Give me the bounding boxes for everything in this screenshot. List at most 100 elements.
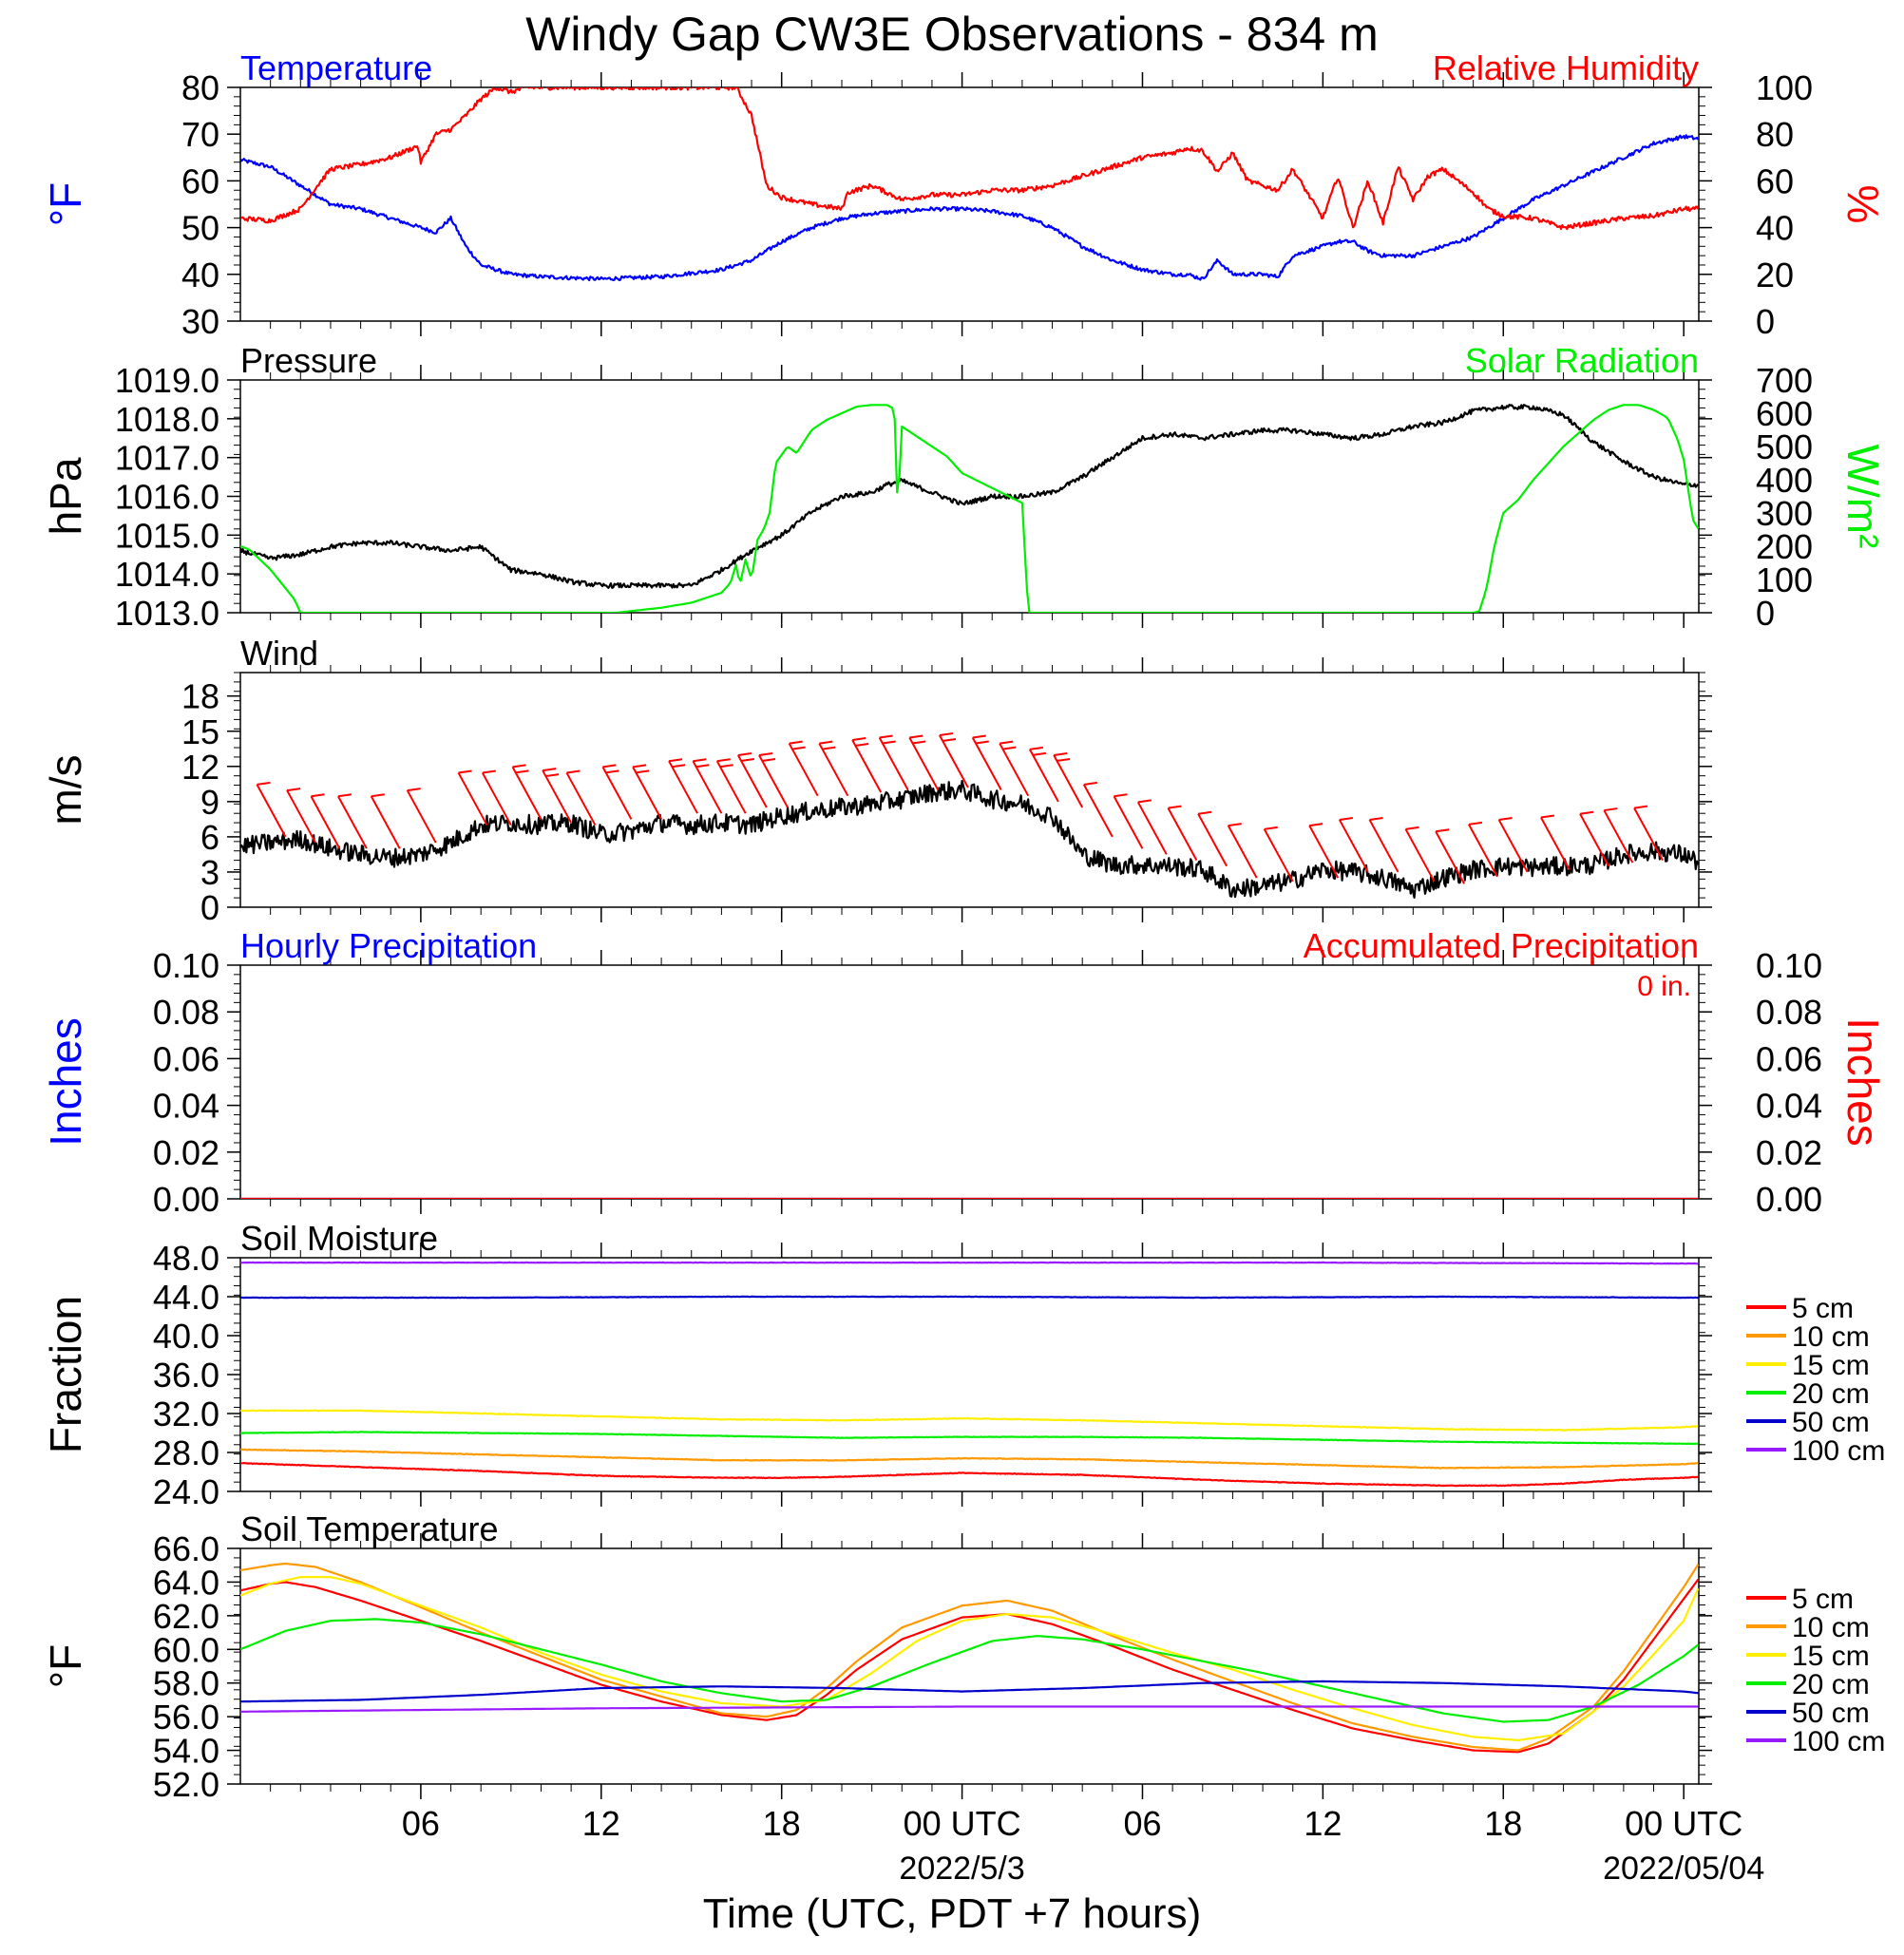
wind-barb-flag [758,752,773,757]
series-line-temperature [240,134,1699,282]
legend-label: 15 cm [1792,1641,1870,1672]
y-tick-label-right: 300 [1756,494,1813,533]
wind-barb [1338,819,1369,873]
y-tick-label-right: 60 [1756,161,1794,200]
x-tick-label: 00 UTC [1625,1804,1742,1843]
panel-title-right: Relative Humidity [1433,48,1699,87]
y-tick-label-right: 0.08 [1756,993,1822,1032]
series-line-15-cm [240,1575,1699,1742]
wind-barb-flag [1540,814,1555,819]
y-tick-label-left: 3 [200,853,219,892]
panel-temp_rh: 30 40 50 60 70 80 0 20 40 60 80 100 Temperature Relat… [41,48,1888,341]
wind-barb [1404,828,1436,883]
y-tick-label-left: 6 [200,818,219,857]
wind-barb [668,760,698,814]
y-tick-label-right: 0.06 [1756,1039,1822,1078]
wind-barb [542,769,573,824]
y-tick-label-left: 28.0 [153,1433,219,1472]
series-line-wind [240,779,1699,900]
y-tick-label-left: 1017.0 [115,439,219,478]
wind-barb-flag [635,769,650,774]
y-tick-label-right: 40 [1756,209,1794,248]
wind-barb [1468,824,1498,878]
plot-frame [239,379,1700,614]
wind-barb-flag [879,734,893,739]
wind-barb-flag [716,758,731,763]
wind-barb [406,789,437,844]
wind-barb-flag [1083,781,1097,786]
wind-barb [1579,813,1609,867]
x-axis-label: Time (UTC, PDT +7 hours) [702,1890,1202,1937]
wind-barb-flag [668,758,683,763]
wind-barb [715,760,747,814]
wind-barb-flag [1435,828,1450,833]
panel-title-left: Pressure [240,341,377,380]
y-tick-label-left: 54.0 [153,1732,219,1771]
wind-barb [370,795,401,849]
legend-label: 50 cm [1792,1698,1870,1729]
x-tick-label: 18 [763,1804,801,1843]
wind-barb-flag [851,736,866,741]
legend-label: 50 cm [1792,1407,1870,1438]
y-tick-label-left: 58.0 [153,1664,219,1703]
wind-barb-flag [632,764,647,769]
wind-barb-flag [737,752,752,757]
y-tick-label-left: 48.0 [153,1239,219,1278]
wind-barbs [256,732,1664,884]
y-axis-label-left: Fraction [41,1296,90,1453]
wind-barb-flag [740,758,755,763]
wind-barb [1028,749,1059,803]
wind-barb [286,789,317,844]
y-tick-label-left: 44.0 [153,1278,219,1317]
wind-barb-flag [693,758,707,763]
plot-frame [239,672,1700,908]
wind-barb [736,754,768,808]
wind-barb [971,737,1002,790]
wind-barb-flag [1114,793,1128,798]
wind-barb-flag [942,738,957,743]
wind-barb-flag [761,758,776,763]
y-tick-label-left: 66.0 [153,1529,219,1568]
y-tick-label-left: 80 [181,68,219,107]
wind-barb-flag [512,764,526,769]
wind-barb-flag [912,740,926,745]
wind-barb-flag [1057,758,1071,763]
series-line-10-cm [240,1562,1699,1752]
wind-barb-flag [1633,805,1648,809]
y-tick-label-right: 0.04 [1756,1087,1822,1126]
wind-barb-flag [1264,826,1278,830]
wind-barb-flag [458,769,472,774]
y-tick-label-left: 0.08 [153,993,219,1032]
series-line-10-cm [240,1448,1699,1470]
y-tick-label-left: 36.0 [153,1356,219,1395]
wind-barb-flag [482,769,496,774]
wind-barb-flag [854,742,869,747]
wind-barb [1435,830,1466,884]
x-date-label: 2022/05/04 [1603,1851,1764,1887]
series-line-5-cm [240,1461,1699,1488]
wind-barb [1136,801,1168,855]
wind-barb-flag [515,769,529,774]
x-tick-label: 12 [1304,1804,1342,1843]
wind-barb [1053,754,1084,808]
wind-barb-flag [791,746,806,750]
y-tick-label-left: 12 [181,748,219,787]
wind-barb-flag [1369,816,1383,821]
wind-barb-flag [719,764,733,769]
series-group [240,404,1699,613]
wind-barb-flag [1197,810,1212,815]
x-tick-label: 18 [1484,1804,1522,1843]
wind-barb-flag [789,740,803,745]
series-line-5-cm [240,1579,1699,1754]
series-line-50-cm [240,1680,1699,1703]
wind-barb-flag [311,793,325,798]
wind-barb [1113,795,1144,849]
y-axis-label-left: °F [41,1644,90,1689]
wind-barb [1263,828,1294,883]
wind-barb-flag [286,788,301,792]
y-tick-label-left: 60 [181,161,219,200]
wind-barb-flag [695,764,710,769]
plot-frame [239,1257,1700,1492]
y-tick-label-right: 0.10 [1756,946,1822,985]
wind-barb [1227,825,1258,879]
